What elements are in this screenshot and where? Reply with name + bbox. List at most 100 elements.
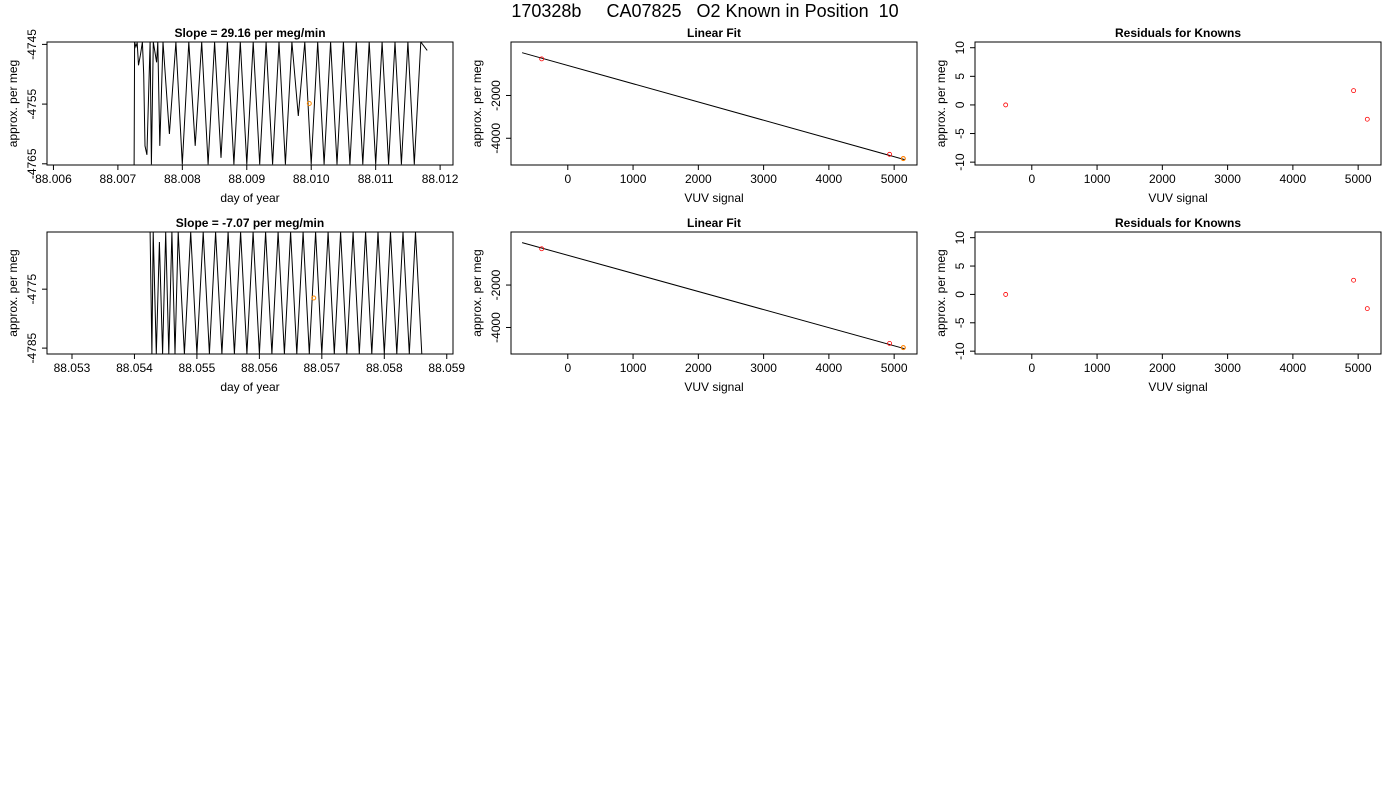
- series-line: [133, 42, 428, 165]
- x-tick-label: 4000: [1280, 361, 1307, 375]
- chart-panel-6: Residuals for Knowns 0 1000 2000 3000 4000 500…: [934, 216, 1382, 394]
- x-tick-label: 88.055: [179, 361, 216, 375]
- y-tick-label: -5: [953, 128, 967, 139]
- chart-panel-5: Linear Fit 0 1000 2000 3000 4000 5000 -2000 -400…: [470, 216, 918, 394]
- x-tick-label: 1000: [1084, 361, 1111, 375]
- x-tick-label: 0: [1028, 172, 1035, 186]
- x-tick-label: 4000: [1280, 172, 1307, 186]
- x-tick-label: 88.008: [164, 172, 201, 186]
- highlight-marker: [900, 156, 906, 162]
- x-tick-label: 5000: [1345, 172, 1372, 186]
- plot-frame: [974, 231, 1382, 355]
- chart-title: Residuals for Knowns: [1115, 26, 1241, 40]
- data-point: [1003, 102, 1009, 108]
- x-tick-label: 0: [564, 172, 571, 186]
- x-tick-label: 0: [564, 361, 571, 375]
- x-tick-label: 1000: [620, 361, 647, 375]
- y-tick-label: -4755: [25, 88, 39, 119]
- data-point: [1364, 116, 1370, 122]
- page-title: 170328b CA07825 O2 Known in Position 10: [511, 1, 899, 21]
- y-tick-label: -4000: [489, 123, 503, 154]
- data-point: [539, 56, 545, 62]
- x-tick-label: 88.056: [241, 361, 278, 375]
- x-tick-label: 2000: [1149, 172, 1176, 186]
- chart-panel-2: Linear Fit 0 1000 2000 3000 4000 5000 -2000 -400…: [470, 26, 918, 205]
- y-tick-label: 5: [953, 73, 967, 80]
- x-tick-label: 2000: [685, 172, 712, 186]
- x-axis-label: VUV signal: [684, 380, 743, 394]
- series-line: [149, 232, 423, 354]
- chart-title: Linear Fit: [687, 26, 741, 40]
- x-tick-label: 88.058: [366, 361, 403, 375]
- y-tick-label: -10: [953, 342, 967, 360]
- x-tick-label: 88.010: [293, 172, 330, 186]
- chart-panel-4: Slope = -7.07 per meg/min 88.053 88.054 88.…: [6, 216, 465, 394]
- plot-frame: [46, 41, 454, 166]
- x-tick-label: 1000: [1084, 172, 1111, 186]
- plot-frame: [974, 41, 1382, 166]
- x-tick-label: 3000: [750, 172, 777, 186]
- x-tick-label: 3000: [750, 361, 777, 375]
- y-tick-label: -2000: [489, 80, 503, 111]
- y-axis-label: approx. per meg: [6, 249, 20, 336]
- x-axis-label: VUV signal: [684, 191, 743, 205]
- plot-frame: [46, 231, 454, 355]
- x-tick-label: 2000: [1149, 361, 1176, 375]
- highlight-marker: [306, 101, 312, 106]
- chart-title: Slope = 29.16 per meg/min: [174, 26, 325, 40]
- data-point: [1351, 88, 1356, 94]
- data-point: [539, 246, 545, 252]
- x-tick-label: 5000: [1345, 361, 1372, 375]
- x-axis-label: VUV signal: [1148, 191, 1207, 205]
- y-tick-label: -4745: [25, 29, 39, 60]
- x-tick-label: 88.057: [303, 361, 340, 375]
- data-point: [887, 151, 892, 157]
- x-tick-label: 4000: [816, 361, 843, 375]
- x-tick-label: 5000: [881, 172, 908, 186]
- y-axis-label: approx. per meg: [934, 60, 948, 147]
- data-point: [1364, 306, 1370, 312]
- x-tick-label: 4000: [816, 172, 843, 186]
- data-point: [887, 340, 892, 346]
- x-tick-label: 88.059: [428, 361, 465, 375]
- chart-title: Linear Fit: [687, 216, 741, 230]
- y-tick-label: 10: [953, 41, 967, 55]
- y-tick-label: 0: [953, 291, 967, 298]
- chart-title: Slope = -7.07 per meg/min: [176, 216, 324, 230]
- y-axis-label: approx. per meg: [934, 249, 948, 336]
- x-tick-label: 88.054: [116, 361, 153, 375]
- y-tick-label: 5: [953, 262, 967, 269]
- y-axis-label: approx. per meg: [470, 249, 484, 336]
- y-tick-label: -2000: [489, 269, 503, 300]
- y-axis-label: approx. per meg: [470, 60, 484, 147]
- x-tick-label: 1000: [620, 172, 647, 186]
- plot-frame: [510, 41, 918, 166]
- x-tick-label: 88.011: [358, 172, 394, 186]
- chart-title: Residuals for Knowns: [1115, 216, 1241, 230]
- x-tick-label: 5000: [881, 361, 908, 375]
- y-tick-label: -5: [953, 317, 967, 328]
- y-tick-label: 0: [953, 101, 967, 108]
- y-tick-label: -4000: [489, 312, 503, 343]
- x-tick-label: 3000: [1214, 172, 1241, 186]
- x-axis-label: day of year: [220, 191, 279, 205]
- y-tick-label: 10: [953, 231, 967, 245]
- plot-frame: [510, 231, 918, 355]
- fit-line: [521, 52, 905, 161]
- x-tick-label: 88.012: [422, 172, 459, 186]
- data-point: [1003, 292, 1009, 297]
- chart-panel-3: Residuals for Knowns 0 1000 2000 3000 4000 500…: [934, 26, 1382, 205]
- data-point: [1351, 277, 1356, 283]
- x-tick-label: 88.006: [35, 172, 72, 186]
- x-axis-label: day of year: [220, 380, 279, 394]
- x-axis-label: VUV signal: [1148, 380, 1207, 394]
- fit-line: [521, 242, 905, 350]
- highlight-marker: [311, 295, 317, 301]
- x-tick-label: 88.053: [54, 361, 91, 375]
- y-axis-label: approx. per meg: [6, 60, 20, 147]
- y-tick-label: -4765: [25, 148, 39, 179]
- y-tick-label: -4775: [25, 274, 39, 305]
- x-tick-label: 88.007: [100, 172, 137, 186]
- highlight-marker: [900, 345, 906, 351]
